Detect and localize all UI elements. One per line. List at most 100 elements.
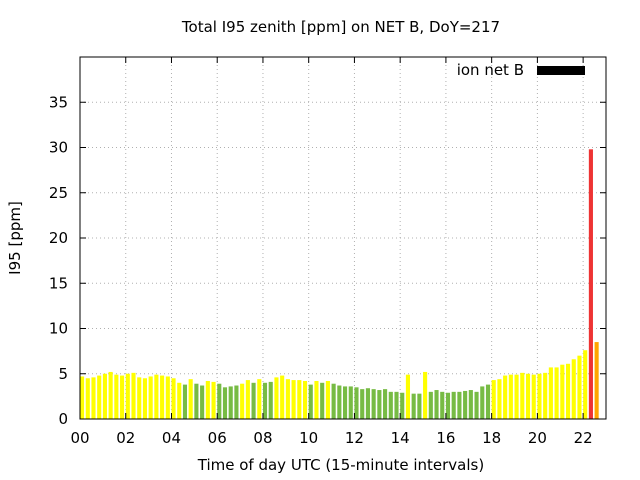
bars xyxy=(80,149,599,419)
bar xyxy=(251,382,256,419)
bar xyxy=(205,380,210,419)
bar xyxy=(577,355,582,419)
bar xyxy=(262,382,268,419)
bar xyxy=(200,385,205,419)
bar xyxy=(417,393,422,419)
bar xyxy=(594,342,599,419)
x-tick-label: 16 xyxy=(436,429,455,447)
bar xyxy=(194,383,199,419)
bar xyxy=(383,389,388,419)
bar xyxy=(463,390,468,419)
bar xyxy=(177,382,182,419)
bar xyxy=(371,389,376,419)
bar xyxy=(491,380,496,419)
bar xyxy=(102,373,107,419)
y-tick-label: 10 xyxy=(49,320,68,338)
bar xyxy=(97,375,102,419)
bar xyxy=(480,386,485,419)
bar xyxy=(571,359,576,419)
bar xyxy=(308,384,313,419)
bar xyxy=(365,388,370,419)
bar xyxy=(337,385,342,419)
bar xyxy=(343,386,348,419)
bar xyxy=(565,363,571,419)
bar xyxy=(560,364,565,419)
bar xyxy=(434,390,439,419)
bar xyxy=(405,374,411,419)
x-tick-label: 14 xyxy=(391,429,410,447)
bar xyxy=(377,390,382,419)
x-tick-label: 00 xyxy=(70,429,89,447)
bar xyxy=(314,380,319,419)
bar xyxy=(302,380,308,419)
bar xyxy=(394,391,399,419)
x-axis-label: Time of day UTC (15-minute intervals) xyxy=(197,456,484,474)
bar xyxy=(474,391,479,419)
bar xyxy=(468,390,473,419)
chart-title: Total I95 zenith [ppm] on NET B, DoY=217 xyxy=(181,18,500,36)
bar xyxy=(228,386,233,419)
bar xyxy=(154,374,159,419)
x-tick-label: 06 xyxy=(208,429,227,447)
bar xyxy=(451,391,456,419)
bar xyxy=(211,381,216,419)
bar xyxy=(457,391,462,419)
y-axis-label: I95 [ppm] xyxy=(6,201,24,275)
bar xyxy=(445,392,451,419)
x-tick-label: 22 xyxy=(574,429,593,447)
legend-label: ion net B xyxy=(457,61,524,79)
bar xyxy=(165,376,170,419)
x-tick-label: 10 xyxy=(299,429,318,447)
bar xyxy=(348,386,353,419)
bar xyxy=(222,387,228,419)
bar xyxy=(137,377,142,419)
x-tick-label: 12 xyxy=(345,429,364,447)
bar xyxy=(503,375,508,419)
bar xyxy=(91,377,96,419)
y-tick-label: 20 xyxy=(49,229,68,247)
y-tick-label: 5 xyxy=(58,365,68,383)
bar xyxy=(297,380,302,419)
bar xyxy=(554,367,559,419)
bar xyxy=(354,387,359,419)
bar xyxy=(274,377,279,419)
bar xyxy=(583,350,588,419)
bar xyxy=(531,374,536,419)
y-tick-label: 15 xyxy=(49,274,68,292)
bar xyxy=(320,382,325,419)
x-tick-label: 18 xyxy=(482,429,501,447)
bar xyxy=(80,376,85,419)
bar xyxy=(514,374,519,419)
bar xyxy=(548,367,553,419)
bar xyxy=(280,375,285,419)
y-ticks: 0 5 10 15 20 25 30 35 xyxy=(49,93,606,428)
bar xyxy=(411,393,416,419)
bar xyxy=(537,373,542,419)
bar xyxy=(131,372,136,419)
bar xyxy=(120,375,125,419)
y-tick-label: 30 xyxy=(49,139,68,157)
grid-lines xyxy=(80,57,606,419)
bar xyxy=(388,391,393,419)
bar xyxy=(268,381,273,419)
x-tick-label: 04 xyxy=(162,429,181,447)
bar xyxy=(291,380,296,419)
bar xyxy=(331,383,336,419)
bar xyxy=(257,379,262,419)
bar xyxy=(285,379,290,419)
legend-swatch xyxy=(537,66,585,75)
bar xyxy=(525,373,531,419)
bar xyxy=(188,379,193,419)
bar xyxy=(85,378,90,419)
bar xyxy=(171,378,176,419)
bar xyxy=(520,372,525,419)
bar xyxy=(160,375,165,419)
bar xyxy=(485,384,491,419)
bar xyxy=(108,371,113,419)
bar xyxy=(400,392,405,419)
bar xyxy=(497,379,502,419)
bar xyxy=(245,380,250,419)
bar xyxy=(588,149,593,419)
x-tick-label: 08 xyxy=(253,429,272,447)
y-tick-label: 25 xyxy=(49,184,68,202)
